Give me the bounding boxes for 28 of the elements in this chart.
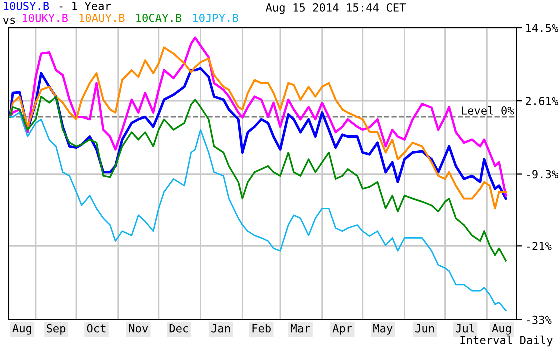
x-tick-label: Nov: [129, 324, 148, 333]
x-tick-label: Jun: [416, 324, 434, 333]
x-tick-label: Dec: [170, 324, 188, 333]
text: 10USY.B: [4, 2, 50, 10]
y-tick-label: -9.3%: [527, 170, 558, 179]
x-tick-label: Apr: [332, 324, 352, 335]
text: 10AUY.B: [80, 14, 125, 22]
text: 10JPY.B: [193, 14, 238, 22]
x-tick-label: Sep: [46, 324, 66, 335]
x-tick-label: Oct: [87, 324, 106, 333]
x-tick-label: Aug: [12, 324, 32, 335]
y-tick-label: -33%: [527, 316, 552, 324]
chart-subtitle: Aug 15 2014 15:44 CET: [266, 4, 406, 14]
x-tick-label: Jan: [212, 324, 230, 333]
x-tick-label: Mar: [291, 324, 310, 333]
text: 10CAY.B: [136, 14, 182, 22]
legend-title: vs: [3, 18, 16, 24]
y-tick-label: 14.5%: [526, 24, 558, 32]
text: 10UKY.B: [22, 14, 68, 22]
x-tick-label: Jul: [456, 324, 474, 333]
y-tick-label: -21%: [527, 242, 552, 250]
x-tick-label: Aug: [492, 324, 512, 335]
chart-title: - 1 Year: [60, 2, 112, 10]
y-tick-label: 2.61%: [526, 97, 558, 106]
x-tick-label: May: [374, 324, 393, 335]
text: Interval Daily: [460, 336, 553, 347]
ref-line-label: Level 0%: [462, 106, 514, 115]
x-tick-label: Feb: [252, 324, 271, 333]
